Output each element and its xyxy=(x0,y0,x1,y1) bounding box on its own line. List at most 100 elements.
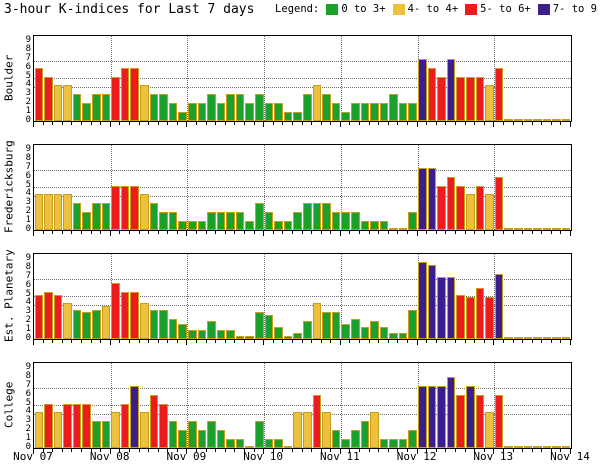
k-index-bar xyxy=(379,103,389,121)
hour-tick xyxy=(512,231,514,234)
k-index-bar xyxy=(523,337,533,339)
hour-tick xyxy=(80,122,82,125)
hour-tick xyxy=(550,449,552,452)
day-tick xyxy=(416,122,418,127)
hour-tick xyxy=(378,340,380,343)
hour-tick xyxy=(42,122,44,125)
k-index-bar xyxy=(293,332,302,339)
hour-tick xyxy=(272,231,274,234)
hour-tick xyxy=(387,231,389,234)
hour-tick xyxy=(522,231,524,234)
y-tick-label: 8 xyxy=(25,261,31,272)
k-index-bar xyxy=(187,421,197,448)
k-index-bar xyxy=(542,446,552,448)
hour-tick xyxy=(368,122,370,125)
k-index-bar xyxy=(303,94,312,121)
day-tick xyxy=(416,449,418,454)
hour-tick xyxy=(244,340,245,343)
k-index-bar xyxy=(207,94,216,121)
hour-tick xyxy=(426,340,428,343)
y-tick-label: 1 xyxy=(25,433,31,444)
hour-tick xyxy=(531,122,533,125)
k-index-bar xyxy=(513,337,523,339)
k-index-bar xyxy=(53,294,63,339)
k-index-bar xyxy=(245,336,255,339)
k-index-bar xyxy=(408,430,418,448)
k-index-bar xyxy=(379,327,389,339)
k-index-bar xyxy=(331,212,341,230)
hour-tick xyxy=(550,122,552,125)
k-index-bar xyxy=(360,103,370,121)
day-tick xyxy=(263,231,265,236)
k-index-bar xyxy=(111,282,120,339)
hour-tick xyxy=(71,122,73,125)
day-tick xyxy=(263,340,265,345)
hour-tick xyxy=(272,340,274,343)
legend-swatch xyxy=(392,3,405,15)
hour-tick xyxy=(119,231,121,234)
hour-tick xyxy=(349,122,351,125)
k-index-bar xyxy=(312,303,322,339)
k-index-bar xyxy=(561,228,571,230)
k-index-bar xyxy=(389,228,398,230)
hour-tick xyxy=(148,231,150,234)
hour-tick xyxy=(205,449,207,452)
y-tick-label: 7 xyxy=(25,161,31,172)
k-index-bar xyxy=(120,403,130,448)
k-index-bar xyxy=(533,119,542,121)
hour-tick xyxy=(387,340,389,343)
y-tick-label: 4 xyxy=(25,406,31,417)
k-index-bar xyxy=(255,421,264,448)
hour-tick xyxy=(435,449,437,452)
hour-tick xyxy=(157,449,159,452)
hour-tick xyxy=(215,340,217,343)
k-index-bar xyxy=(504,446,513,448)
hour-tick xyxy=(234,122,236,125)
hour-tick xyxy=(560,231,562,234)
hour-tick xyxy=(301,231,303,234)
k-index-bar xyxy=(379,221,389,230)
hour-tick xyxy=(560,340,562,343)
k-index-bar xyxy=(360,327,370,339)
hour-tick xyxy=(502,340,504,343)
hour-tick xyxy=(244,122,245,125)
k-index-bar xyxy=(92,203,101,230)
station-panel-est-planetary xyxy=(33,253,572,340)
day-tick xyxy=(570,449,571,454)
k-index-bar xyxy=(427,67,437,121)
hour-tick xyxy=(282,340,284,343)
hour-tick xyxy=(483,340,485,343)
hour-tick xyxy=(522,340,524,343)
threshold-gridline xyxy=(34,196,571,198)
k-index-bar xyxy=(331,430,341,448)
station-panel-fredericksburg xyxy=(33,144,572,231)
k-index-bar xyxy=(561,337,571,339)
hour-tick xyxy=(359,231,360,234)
hour-tick xyxy=(368,449,370,452)
hour-tick xyxy=(282,122,284,125)
k-index-bar xyxy=(197,221,207,230)
k-index-bar xyxy=(293,212,302,230)
k-index-bar xyxy=(523,446,533,448)
day-tick xyxy=(416,340,418,345)
hour-tick xyxy=(464,340,466,343)
hour-tick xyxy=(483,122,485,125)
day-tick xyxy=(339,122,341,127)
k-index-bar xyxy=(446,376,456,448)
hour-tick xyxy=(138,122,140,125)
k-index-bar xyxy=(216,330,226,339)
k-index-bar xyxy=(466,194,475,230)
hour-tick xyxy=(119,449,121,452)
k-index-bar xyxy=(216,103,226,121)
k-index-bar xyxy=(44,291,53,339)
hour-tick xyxy=(291,340,293,343)
k-index-bar xyxy=(370,221,379,230)
k-index-bar xyxy=(398,332,408,339)
k-index-bar xyxy=(485,412,494,448)
hour-tick xyxy=(234,231,236,234)
day-gridline xyxy=(340,36,342,121)
hour-tick xyxy=(454,449,456,452)
k-index-bar xyxy=(389,332,398,339)
k-index-bar xyxy=(53,85,63,121)
hour-tick xyxy=(52,340,54,343)
